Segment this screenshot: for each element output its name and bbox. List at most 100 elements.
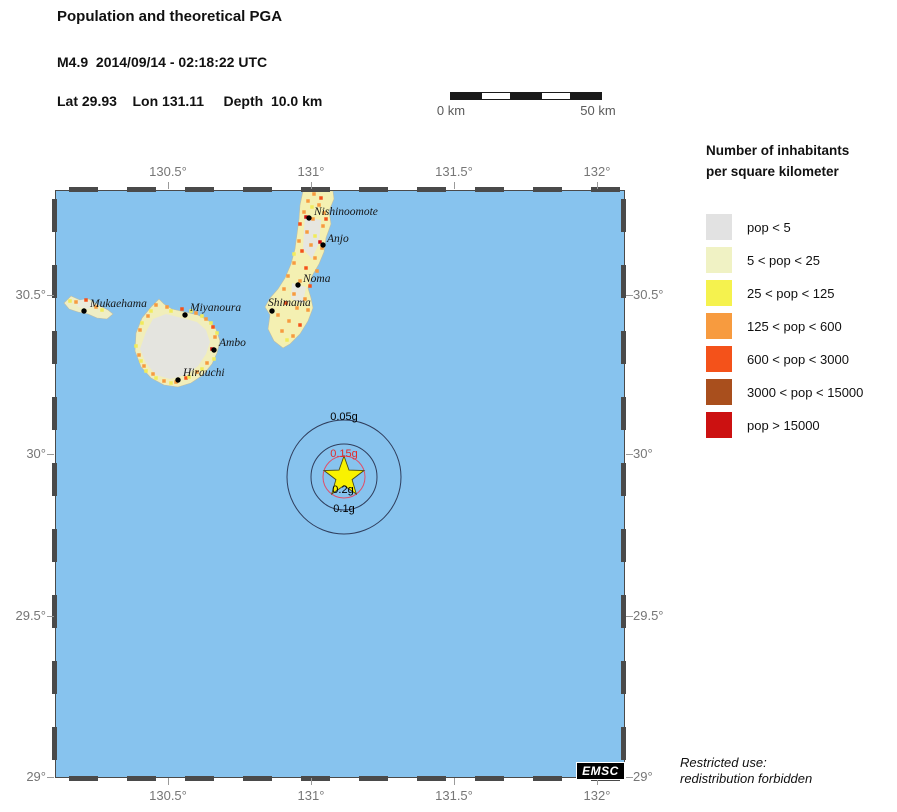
population-cell (322, 211, 326, 215)
population-cell (169, 381, 173, 385)
axis-label-top: 131.5° (435, 164, 473, 179)
population-cell (298, 279, 302, 283)
pga-ring-label: 0.2g (332, 484, 353, 496)
axis-tick (626, 616, 633, 617)
legend-swatch (706, 412, 732, 438)
population-cell (212, 357, 216, 361)
axis-label-left: 29° (26, 769, 46, 784)
pga-ring-labels: 0.05g 0.1g 0.15g 0.2g (330, 411, 358, 515)
population-cell (304, 215, 308, 219)
population-cell (276, 313, 280, 317)
population-cell (287, 319, 291, 323)
island-kuchinoerabujima-lowpop-patch (76, 299, 96, 309)
axis-label-top: 131° (297, 164, 325, 179)
population-cell (303, 297, 307, 301)
population-cell (321, 224, 325, 228)
axis-label-bottom: 131° (297, 788, 325, 803)
population-cell (309, 243, 313, 247)
legend-label: 600 < pop < 3000 (747, 351, 849, 367)
population-cell (306, 199, 310, 203)
event-magnitude-datetime: M4.9 2014/09/14 - 02:18:22 UTC (57, 54, 268, 70)
legend-item: 600 < pop < 3000 (706, 346, 896, 372)
legend-item: 3000 < pop < 15000 (706, 379, 896, 405)
restricted-line1: Restricted use: (680, 755, 767, 770)
population-cell (324, 217, 328, 221)
axis-tick (47, 616, 54, 617)
population-cell (282, 287, 286, 291)
axis-label-right: 30.5° (633, 287, 664, 302)
axis-tick (168, 778, 169, 785)
population-cell (319, 196, 323, 200)
population-cell (151, 372, 155, 376)
pga-ring-label: 0.05g (330, 411, 358, 423)
axis-label-top: 132° (583, 164, 611, 179)
legend-label: pop > 15000 (747, 417, 820, 433)
legend-label: 3000 < pop < 15000 (747, 384, 864, 400)
population-cell (154, 376, 158, 380)
axis-tick (454, 182, 455, 189)
scale-bar-segment (481, 93, 511, 99)
population-cell (211, 325, 215, 329)
population-cell (139, 359, 143, 363)
legend-swatch (706, 379, 732, 405)
population-cell (311, 217, 315, 221)
population-legend: Number of inhabitants per square kilomet… (706, 140, 896, 445)
legend-item: 25 < pop < 125 (706, 280, 896, 306)
restricted-use-note: Restricted use: redistribution forbidden (680, 755, 812, 787)
population-cell (298, 222, 302, 226)
town-label: Anjo (326, 233, 349, 245)
axis-tick (168, 182, 169, 189)
axis-label-bottom: 130.5° (149, 788, 187, 803)
population-cell (285, 338, 289, 342)
axis-label-right: 30° (633, 446, 653, 461)
town-label: Nishinoomote (313, 206, 378, 218)
island-tanegashima-lowpop-patch (291, 283, 306, 303)
axis-tick (311, 778, 312, 785)
population-cell (306, 308, 310, 312)
axis-label-top: 130.5° (149, 164, 187, 179)
population-cell (204, 317, 208, 321)
restricted-line2: redistribution forbidden (680, 771, 813, 786)
population-cell (297, 239, 301, 243)
population-cell (138, 328, 142, 332)
axis-tick (597, 182, 598, 189)
population-cell (304, 266, 308, 270)
legend-item: 5 < pop < 25 (706, 247, 896, 273)
town-dot (81, 308, 87, 314)
population-cell (169, 309, 173, 313)
epicenter (322, 454, 366, 496)
legend-swatch (706, 313, 732, 339)
axis-tick (47, 777, 54, 778)
legend-label: 25 < pop < 125 (747, 285, 835, 301)
population-cell (94, 305, 98, 309)
axis-tick (311, 182, 312, 189)
scale-bar-segment (451, 93, 481, 99)
town-dot (211, 347, 217, 353)
population-cell (312, 192, 316, 196)
axis-tick (47, 454, 54, 455)
population-cell (162, 379, 166, 383)
population-cell (308, 284, 312, 288)
population-cell (146, 314, 150, 318)
axis-label-bottom: 131.5° (435, 788, 473, 803)
population-cell (142, 364, 146, 368)
legend-label: 5 < pop < 25 (747, 252, 821, 268)
population-cell (313, 256, 317, 260)
town-label: Shimama (268, 297, 311, 309)
island-yakushima-lowpop-interior (140, 314, 210, 379)
legend-swatch (706, 280, 732, 306)
population-cell (165, 305, 169, 309)
town-dot (182, 312, 188, 318)
population-cell (280, 329, 284, 333)
population-cell (149, 309, 153, 313)
axis-label-right: 29.5° (633, 608, 664, 623)
population-cell (180, 307, 184, 311)
islands (63, 191, 335, 388)
town-label: Mukaehama (89, 298, 147, 310)
legend-label: pop < 5 (747, 219, 791, 235)
population-cell (320, 246, 324, 250)
population-cell (205, 361, 209, 365)
scale-bar-label-right: 50 km (580, 103, 616, 118)
town-dot (320, 242, 326, 248)
